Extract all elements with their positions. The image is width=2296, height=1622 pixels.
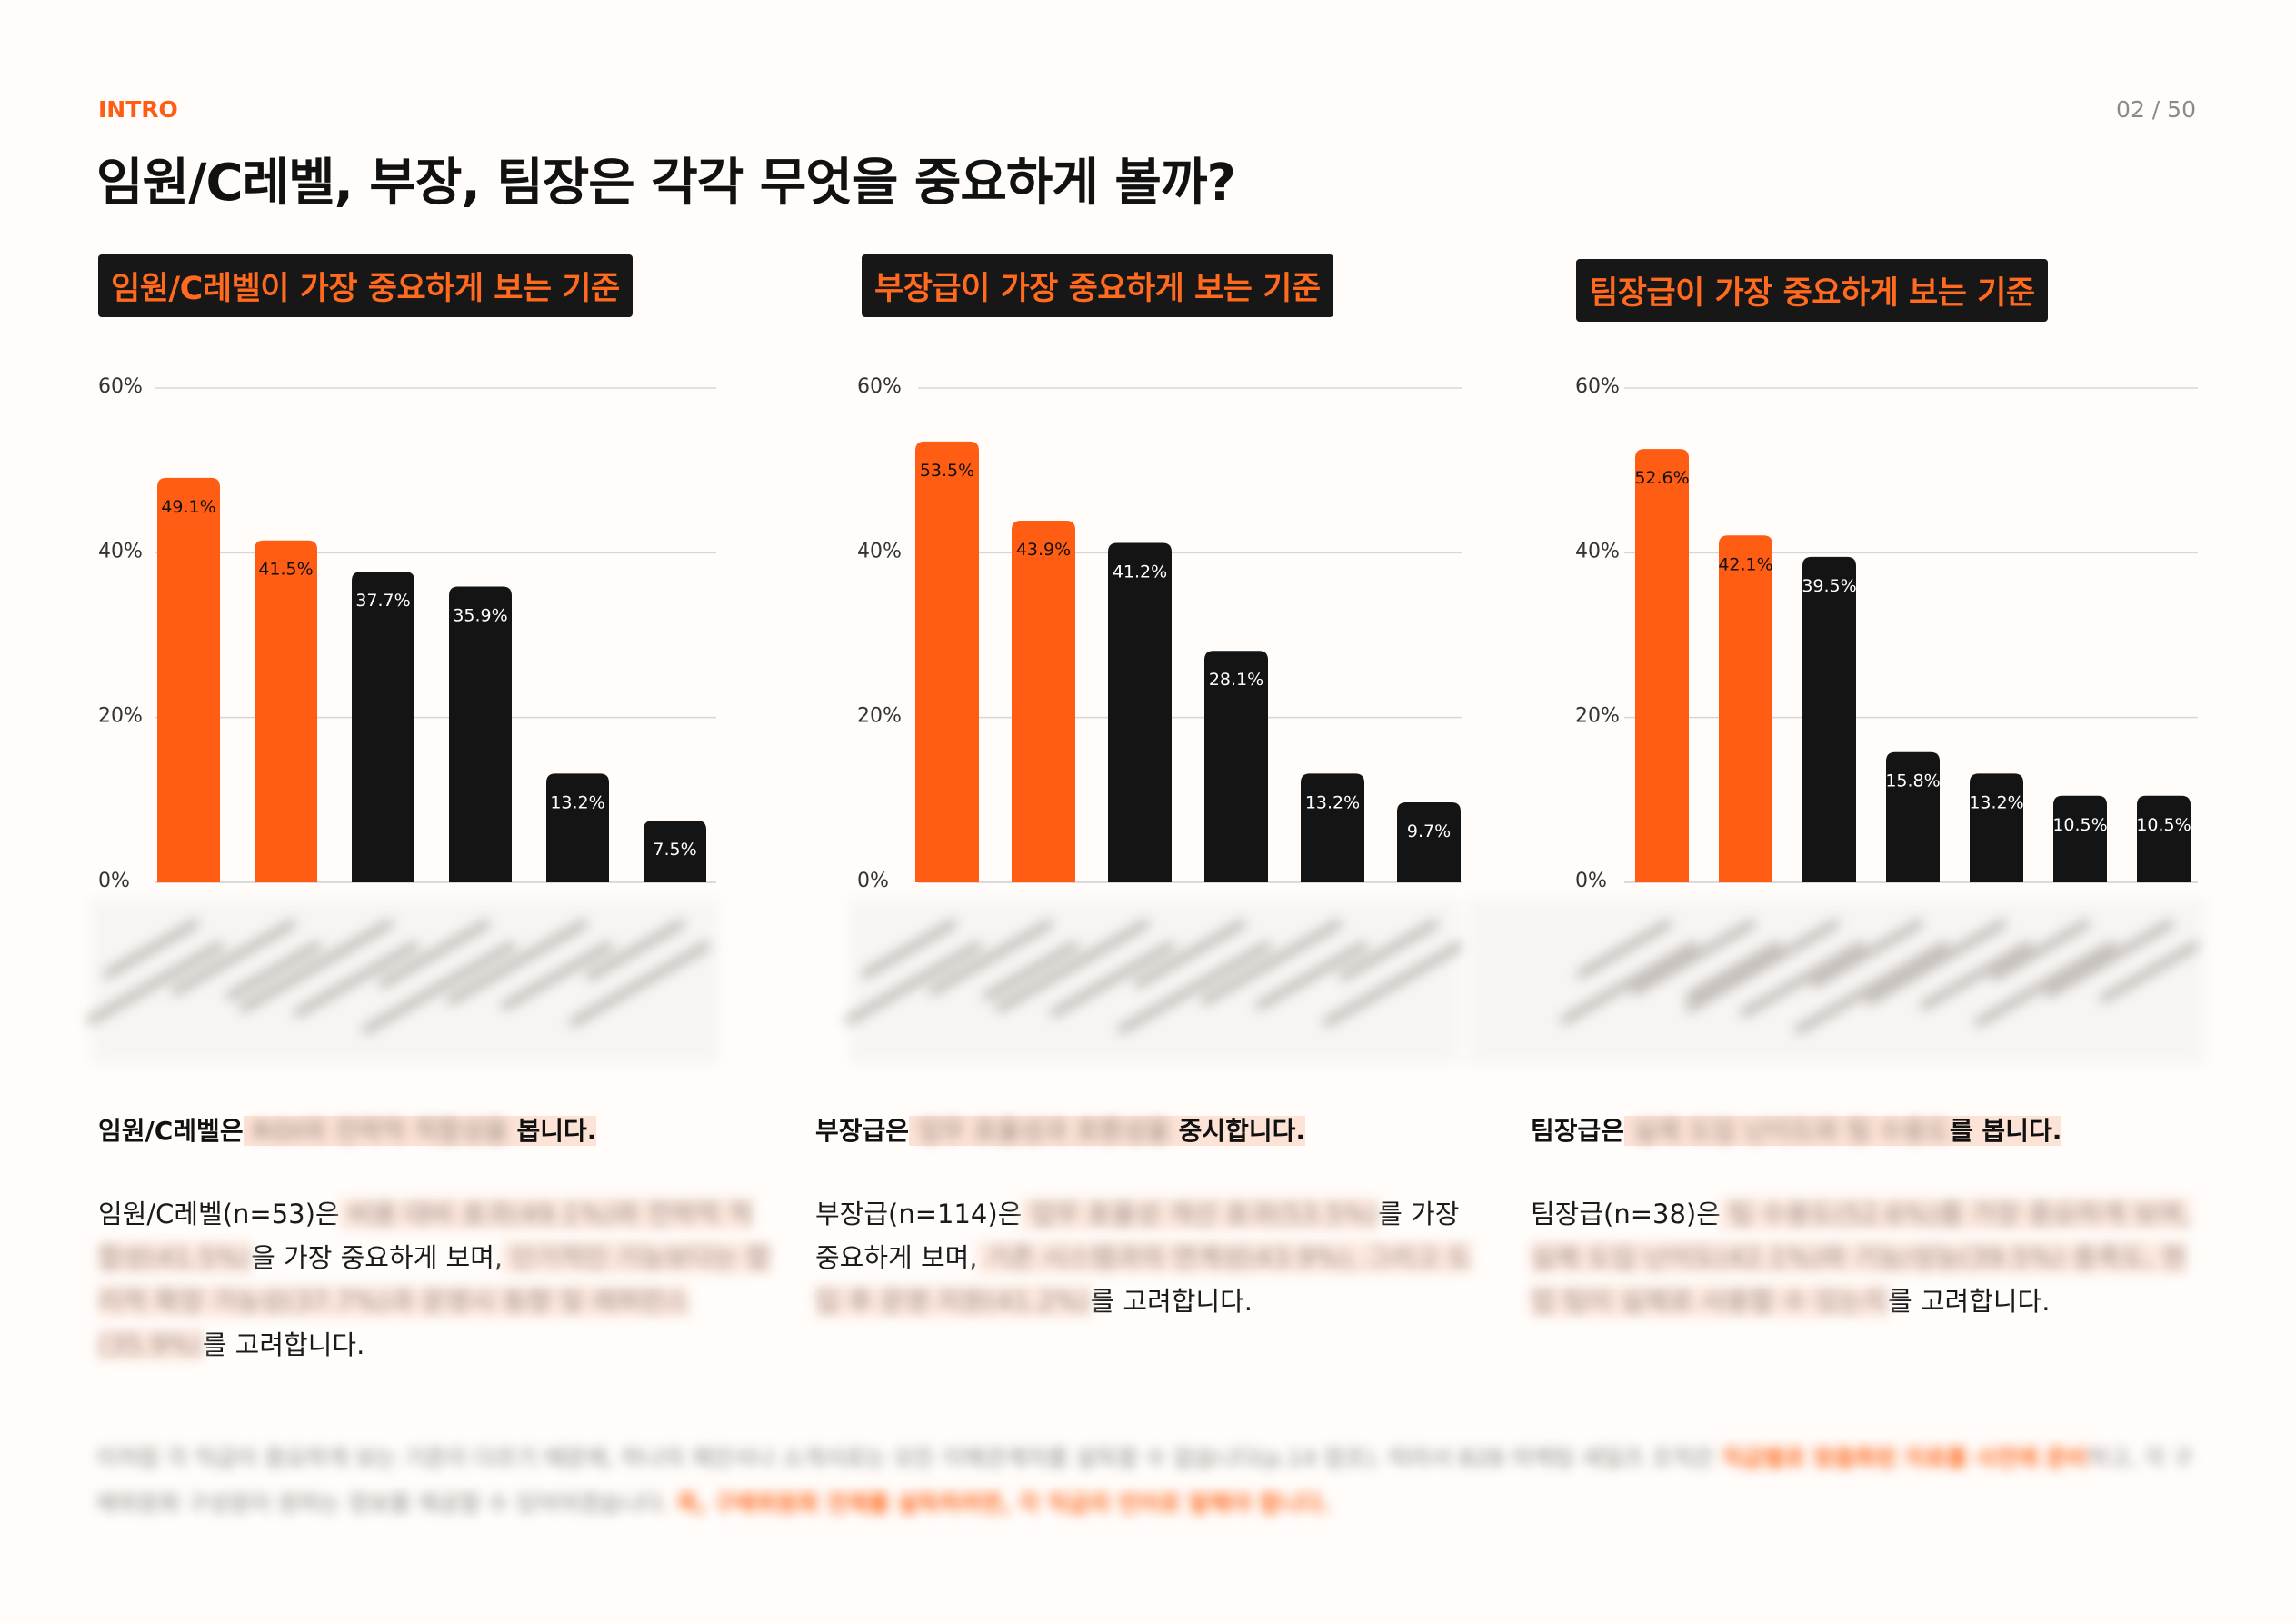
headline-subject: 부장급은 xyxy=(815,1116,910,1146)
body-subject: 팀장급(n=38)은 xyxy=(1531,1199,1721,1229)
y-tick-label: 0% xyxy=(857,870,889,892)
y-tick-label: 20% xyxy=(1575,705,1620,728)
body-subject: 부장급(n=114)은 xyxy=(815,1199,1023,1229)
bar xyxy=(157,477,220,882)
x-tick-label-blurred xyxy=(85,940,225,1026)
bar xyxy=(1204,651,1268,882)
body-end: 를 고려합니다. xyxy=(202,1329,365,1360)
bar-chart-director: 0% 20% 40% 60% 53.5% 43.9% 41.2% 28.1% 13.2% 9.7% xyxy=(857,375,1462,892)
blurred-text: 업무 효율성 개선 효과(53.5%) xyxy=(1022,1199,1379,1229)
y-tick-label: 20% xyxy=(857,705,902,728)
bar-value-label: 52.6% xyxy=(1634,468,1689,488)
bar xyxy=(644,821,706,882)
blurred-text: ROI와 전략적 적합성을 xyxy=(243,1116,517,1146)
x-tick-label-blurred xyxy=(1972,940,2117,1029)
bar-value-label: 41.2% xyxy=(1113,562,1167,582)
bar xyxy=(255,540,317,882)
bar xyxy=(1108,542,1172,882)
y-tick-label: 20% xyxy=(98,705,143,728)
bar-value-label: 7.5% xyxy=(653,840,696,860)
bar xyxy=(449,586,512,882)
x-tick-label-blurred xyxy=(859,918,959,980)
headline-verb: 를 봅니다. xyxy=(1949,1116,2062,1146)
bar-chart-executive: 0% 20% 40% 60% 49.1% 41.5% 37.7% 35.9% 13.2% 7.5% xyxy=(98,375,716,892)
headline-verb: 봅니다. xyxy=(516,1116,597,1146)
bar xyxy=(1301,773,1364,882)
bar-value-label: 15.8% xyxy=(1885,771,1940,791)
x-axis-labels-blurred xyxy=(1468,900,2204,1063)
body-mid: 을 가장 중요하게 보며, xyxy=(251,1242,504,1273)
page-title: 임원/C레벨, 부장, 팀장은 각각 무엇을 중요하게 볼까? xyxy=(96,154,1236,213)
x-axis-labels-blurred xyxy=(85,900,718,1063)
bar xyxy=(2137,795,2191,882)
bar xyxy=(1970,773,2023,882)
bar xyxy=(1397,802,1461,882)
bar-value-label: 10.5% xyxy=(2136,815,2191,835)
y-tick-label: 60% xyxy=(1575,375,1620,398)
panel-tag: 팀장급이 가장 중요하게 보는 기준 xyxy=(1576,259,2048,322)
blurred-text: 업무 효율성과 호환성을 xyxy=(909,1116,1179,1146)
y-tick-label: 40% xyxy=(98,540,143,562)
bar xyxy=(546,773,609,882)
panel-tag: 부장급이 가장 중요하게 보는 기준 xyxy=(862,254,1333,317)
bar xyxy=(1012,520,1075,882)
y-tick-label: 0% xyxy=(1575,870,1607,892)
bar-value-label: 13.2% xyxy=(1305,792,1360,812)
y-tick-label: 40% xyxy=(857,540,902,562)
y-tick-label: 60% xyxy=(98,375,143,398)
y-tick-label: 0% xyxy=(98,870,130,892)
panel-headline: 팀장급은 실제 도입 난이도와 팀 수용도를 봅니다. xyxy=(1531,1111,2062,1148)
bar-chart-team-lead: 0% 20% 40% 60% 52.6% 42.1% 39.5% 15.8% 13.2% 10.5… xyxy=(1575,375,2198,892)
bar-value-label: 28.1% xyxy=(1209,670,1263,690)
bar xyxy=(1719,535,1772,882)
headline-subject: 팀장급은 xyxy=(1531,1116,1625,1146)
x-tick-label-blurred xyxy=(843,940,984,1026)
body-end: 를 고려합니다. xyxy=(1887,1286,2051,1317)
panel-body: 팀장급(n=38)은 팀 수용도(52.6%)를 가장 중요하게 보며, 실제 … xyxy=(1531,1192,2203,1323)
bar-value-label: 13.2% xyxy=(1969,792,2023,812)
bar-value-label: 10.5% xyxy=(2052,815,2107,835)
bar xyxy=(1886,751,1940,882)
blurred-text: 실제 도입 난이도와 팀 수용도 xyxy=(1624,1116,1950,1146)
bar xyxy=(352,572,414,882)
bar xyxy=(2053,795,2107,882)
y-tick-label: 60% xyxy=(857,375,902,398)
bar xyxy=(1635,449,1689,882)
y-tick-label: 40% xyxy=(1575,540,1620,562)
bar-value-label: 13.2% xyxy=(550,792,604,812)
bar xyxy=(915,441,979,882)
bar-value-label: 37.7% xyxy=(355,591,410,611)
bar-value-label: 9.7% xyxy=(1407,821,1451,841)
intro-label: INTRO xyxy=(98,96,178,123)
x-axis-labels-blurred xyxy=(843,900,1466,1063)
panel-headline: 부장급은 업무 효율성과 호환성을 중시합니다. xyxy=(815,1111,1306,1148)
headline-subject: 임원/C레벨은 xyxy=(98,1116,244,1146)
bar xyxy=(1802,556,1856,882)
bar-value-label: 39.5% xyxy=(1802,576,1856,596)
body-end: 를 고려합니다. xyxy=(1090,1286,1253,1317)
bar-value-label: 53.5% xyxy=(920,461,974,481)
panel-tag: 임원/C레벨이 가장 중요하게 보는 기준 xyxy=(98,254,633,317)
bar-value-label: 43.9% xyxy=(1016,540,1071,560)
panel-headline: 임원/C레벨은 ROI와 전략적 적합성을 봅니다. xyxy=(98,1111,597,1148)
bar-value-label: 35.9% xyxy=(453,606,507,626)
x-tick-label-blurred xyxy=(2097,940,2201,1004)
panel-body: 임원/C레벨(n=53)은 비용 대비 효과(49.1%)와 전략적 적합성(4… xyxy=(98,1192,771,1367)
footer-note-blurred: 이처럼 각 직급이 중요하게 보는 기준이 다르기 때문에, 하나의 제안서나 … xyxy=(96,1445,2193,1517)
body-subject: 임원/C레벨(n=53)은 xyxy=(98,1199,340,1229)
panel-body: 부장급(n=114)은 업무 효율성 개선 효과(53.5%)를 가장 중요하게… xyxy=(815,1192,1479,1323)
page-number: 02 / 50 xyxy=(2116,96,2196,123)
bar-value-label: 42.1% xyxy=(1718,554,1772,574)
body-mid: 를 가장 중요하게 보며, xyxy=(815,1199,1460,1273)
bar-value-label: 49.1% xyxy=(161,497,215,517)
headline-verb: 중시합니다. xyxy=(1178,1116,1306,1146)
x-tick-label-blurred xyxy=(2042,918,2175,1000)
bar-value-label: 41.5% xyxy=(258,560,313,580)
x-tick-label-blurred xyxy=(1558,940,1699,1026)
